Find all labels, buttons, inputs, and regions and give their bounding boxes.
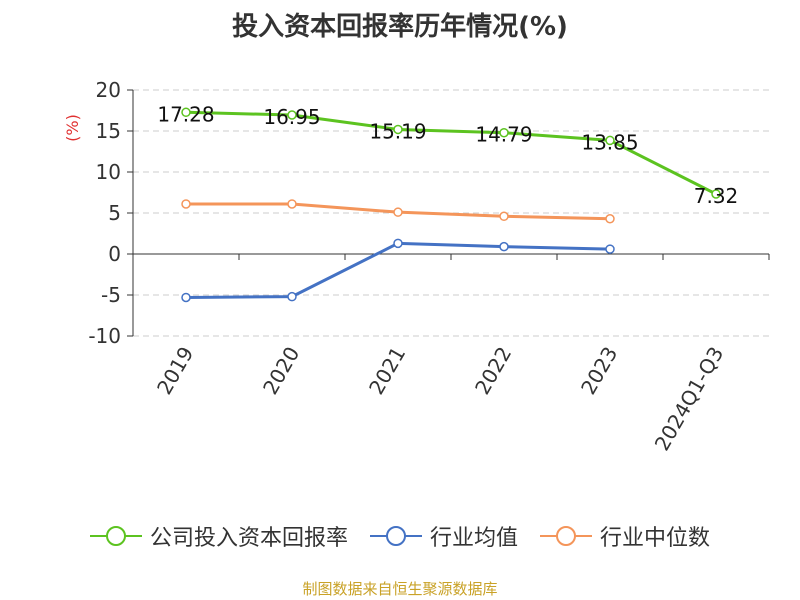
y-axis-label: (%): [63, 114, 82, 142]
legend-swatch-industry-mean: [369, 526, 422, 546]
y-tick-label: 15: [96, 119, 121, 143]
data-point: [181, 199, 191, 209]
data-point: [393, 124, 403, 135]
legend: 公司投入资本回报率 行业均值 行业中位数: [0, 520, 800, 552]
legend-swatch-industry-median: [540, 526, 592, 546]
data-point: [393, 238, 403, 249]
series-line-1: [185, 241, 611, 299]
data-point: [605, 213, 615, 224]
x-tick-label: 2023: [576, 343, 622, 399]
legend-label-industry-median: 行业中位数: [600, 526, 711, 551]
data-label: 7.32: [694, 184, 739, 208]
legend-label-company: 公司投入资本回报率: [149, 526, 348, 551]
x-tick-label: 2019: [152, 343, 198, 399]
legend-item-company[interactable]: 公司投入资本回报率: [89, 520, 348, 552]
data-point: [181, 292, 191, 303]
legend-item-industry-median[interactable]: 行业中位数: [540, 520, 710, 552]
data-point: [287, 199, 297, 209]
data-label: 15.19: [369, 119, 426, 143]
data-point: [393, 207, 403, 217]
y-tick-label: 0: [108, 242, 121, 266]
data-label: 17.28: [157, 102, 214, 126]
data-point: [499, 211, 509, 222]
grid-lines: [133, 89, 769, 337]
data-label: 16.95: [263, 105, 320, 129]
data-label: 14.79: [475, 123, 532, 147]
data-point: [605, 135, 615, 146]
data-labels: 17.28 16.95 15.19 14.79 13.85 7.32: [157, 102, 738, 208]
series-line-0: [185, 110, 717, 196]
data-point: [499, 241, 509, 252]
y-tick-label: -5: [101, 283, 121, 307]
legend-swatch-company: [89, 526, 142, 546]
y-tick-label: -10: [88, 324, 121, 348]
data-label: 13.85: [581, 130, 638, 154]
data-point: [711, 189, 721, 199]
chart-title: 投入资本回报率历年情况(%): [232, 12, 568, 42]
x-tick-label: 2021: [364, 343, 410, 399]
series-lines: [181, 107, 721, 303]
legend-item-industry-mean[interactable]: 行业均值: [369, 520, 518, 552]
x-tick-label: 2020: [258, 343, 304, 399]
source-note: 制图数据来自恒生聚源数据库: [302, 580, 498, 598]
data-point: [181, 107, 191, 118]
data-point: [287, 291, 297, 302]
y-tick-label: 10: [96, 160, 121, 184]
x-tick-label: 2024Q1-Q3: [650, 343, 729, 455]
data-point: [499, 127, 509, 138]
data-point: [605, 244, 615, 254]
data-point: [287, 110, 297, 120]
y-tick-label: 20: [96, 78, 121, 102]
legend-label-industry-mean: 行业均值: [429, 526, 518, 551]
x-tick-label: 2022: [470, 343, 516, 399]
y-tick-label: 5: [108, 201, 121, 225]
